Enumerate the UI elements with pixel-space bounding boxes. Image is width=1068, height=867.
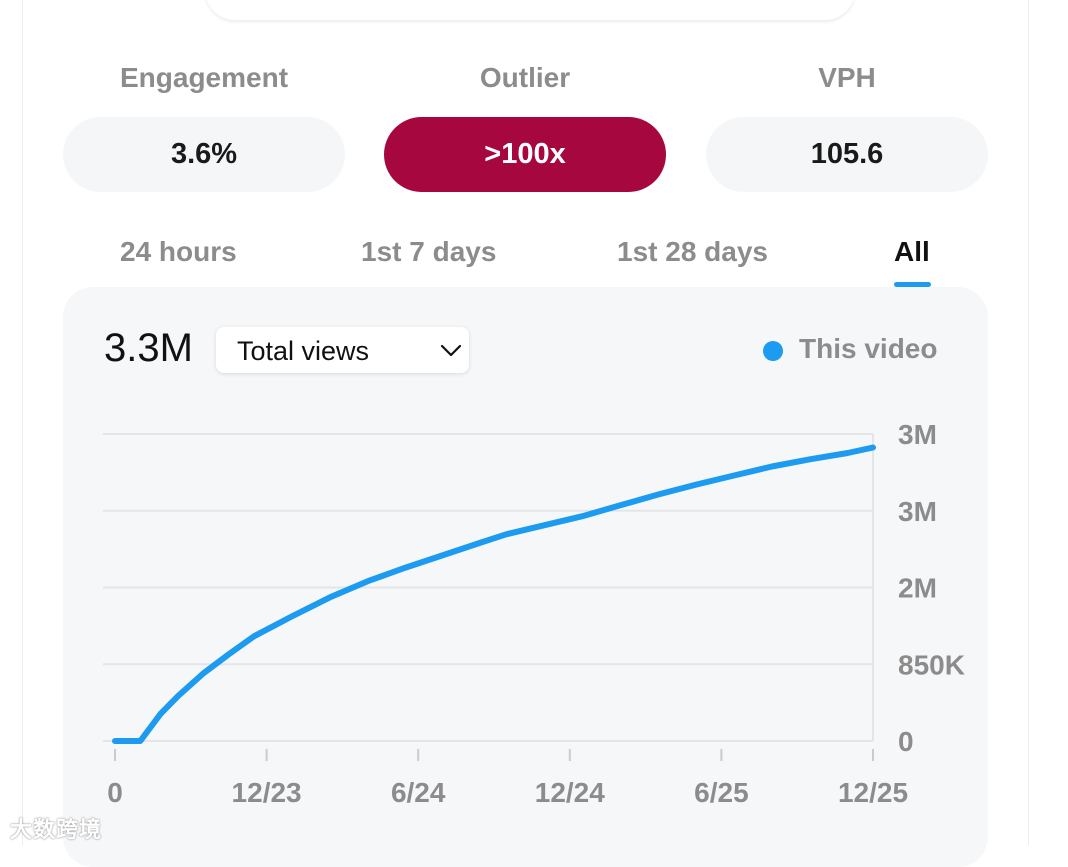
vph-label: VPH xyxy=(818,62,876,93)
frame-right-border xyxy=(1028,0,1029,845)
watermark: 大数跨境 xyxy=(10,817,103,842)
x-tick-label: 0 xyxy=(107,777,123,808)
y-tick-label: 3M xyxy=(898,419,937,450)
metric-dropdown-label: Total views xyxy=(237,336,370,366)
y-tick-label: 0 xyxy=(898,726,914,757)
legend-dot-icon xyxy=(763,341,783,361)
x-tick-label: 12/24 xyxy=(535,777,605,808)
chart-card xyxy=(63,287,988,867)
x-tick-label: 12/23 xyxy=(232,777,302,808)
x-tick-label: 12/25 xyxy=(838,777,908,808)
x-tick-label: 6/25 xyxy=(694,777,749,808)
y-tick-label: 850K xyxy=(898,649,965,680)
tab-24-hours[interactable]: 24 hours xyxy=(120,236,237,267)
chevron-down-icon xyxy=(440,344,462,357)
engagement-label: Engagement xyxy=(119,62,289,93)
x-tick-label: 6/24 xyxy=(391,777,446,808)
vph-value: 105.6 xyxy=(706,117,988,192)
tab-1st-28-days[interactable]: 1st 28 days xyxy=(617,236,768,267)
series-line-this-video xyxy=(112,444,876,744)
metric-dropdown[interactable]: Total views xyxy=(216,327,469,373)
engagement-value: 3.6% xyxy=(63,117,345,192)
y-tick-label: 2M xyxy=(898,573,937,604)
views-line-chart: 0 850K 2M 3M 3M 0 12/23 6/24 12/24 6/25 12/25 xyxy=(103,419,965,808)
outlier-value-badge: >100x xyxy=(384,117,666,192)
legend-this-video: This video xyxy=(799,333,938,364)
tab-all[interactable]: All xyxy=(894,236,930,267)
outlier-label: Outlier xyxy=(479,62,571,93)
total-views-value: 3.3M xyxy=(104,326,193,370)
frame-left-border xyxy=(22,0,23,845)
top-search-pill[interactable] xyxy=(205,0,855,20)
active-tab-indicator xyxy=(894,282,931,287)
y-tick-label: 3M xyxy=(898,496,937,527)
tab-1st-7-days[interactable]: 1st 7 days xyxy=(361,236,497,267)
